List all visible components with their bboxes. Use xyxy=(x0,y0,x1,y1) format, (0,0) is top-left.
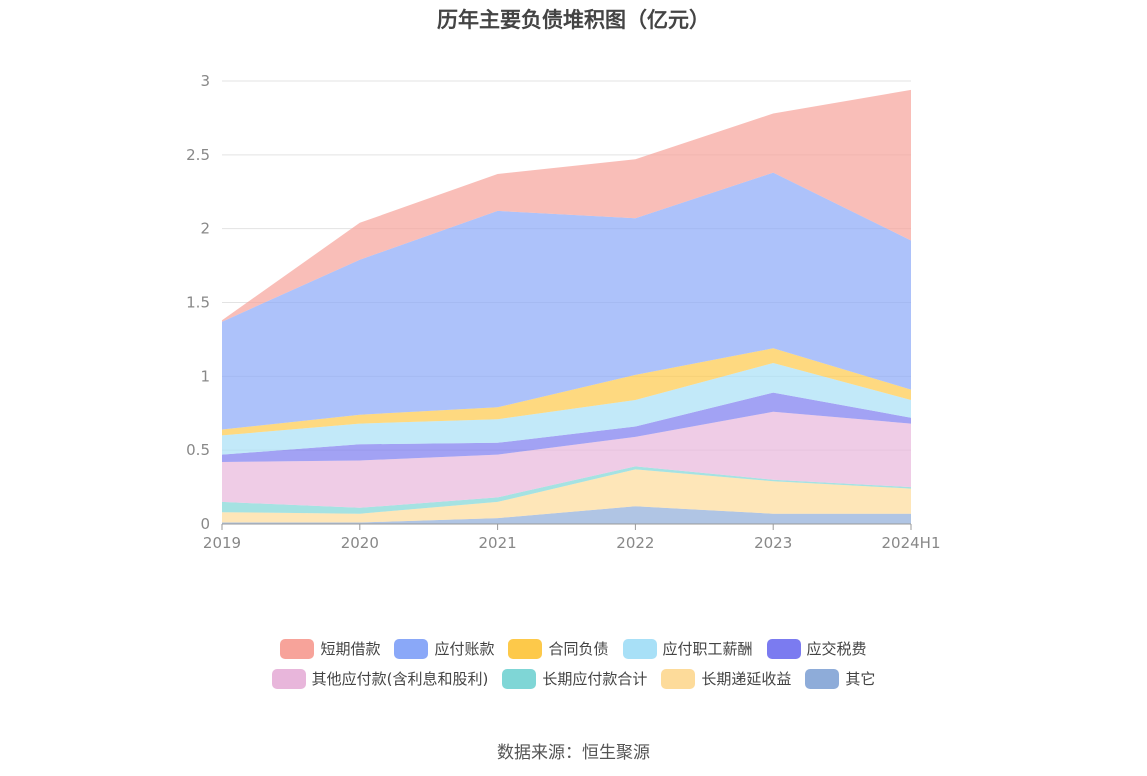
legend-row: 短期借款 应付账款 合同负债 应付职工薪酬 应交税费 xyxy=(0,638,1147,659)
legend-swatch xyxy=(502,668,537,689)
legend-label: 应付职工薪酬 xyxy=(662,640,753,658)
area-合同负债[interactable] xyxy=(222,348,911,436)
area-series xyxy=(222,89,911,524)
legend-item[interactable]: 其它 xyxy=(805,668,875,689)
area-短期借款[interactable] xyxy=(222,89,911,322)
legend-swatch xyxy=(280,638,315,659)
y-tick-label: 0.5 xyxy=(186,441,210,459)
legend-swatch xyxy=(508,638,543,659)
legend-swatch xyxy=(805,668,840,689)
legend-item[interactable]: 应付账款 xyxy=(394,638,494,659)
legend-swatch xyxy=(766,638,801,659)
legend-row: 其他应付款(含利息和股利) 长期应付款合计 长期递延收益 其它 xyxy=(0,668,1147,689)
legend-item[interactable]: 应交税费 xyxy=(766,638,867,659)
x-tick-label: 2022 xyxy=(616,534,654,552)
chart-title: 历年主要负债堆积图（亿元） xyxy=(437,8,710,32)
legend-label: 应交税费 xyxy=(806,640,867,658)
x-tick-label: 2019 xyxy=(203,534,241,552)
legend-item[interactable]: 应付职工薪酬 xyxy=(622,638,753,659)
axes: 0 0.5 1 1.5 2 2.5 3 2019 2020 2021 2022 2023 2024H1 xyxy=(186,72,940,552)
y-tick-label: 1.5 xyxy=(186,294,210,312)
legend-label: 应付账款 xyxy=(434,640,495,658)
legend-item[interactable]: 长期递延收益 xyxy=(661,668,791,689)
legend-label: 长期应付款合计 xyxy=(542,670,648,688)
y-tick-label: 0 xyxy=(200,515,210,533)
legend-label: 其他应付款(含利息和股利) xyxy=(311,670,489,688)
area-长期应付款合计[interactable] xyxy=(222,466,911,514)
legend-label: 其它 xyxy=(845,670,876,688)
x-tick-label: 2021 xyxy=(479,534,517,552)
data-source: 数据来源：恒生聚源 xyxy=(497,743,650,763)
y-tick-label: 1 xyxy=(200,367,210,385)
legend-label: 合同负债 xyxy=(548,640,609,658)
area-长期递延收益[interactable] xyxy=(222,469,911,523)
legend-label: 长期递延收益 xyxy=(701,670,792,688)
legend-item[interactable]: 其他应付款(含利息和股利) xyxy=(271,668,489,689)
y-tick-label: 2.5 xyxy=(186,146,210,164)
legend-swatch xyxy=(661,668,696,689)
area-应付账款[interactable] xyxy=(222,172,911,430)
legend-swatch xyxy=(622,638,657,659)
x-tick-label: 2020 xyxy=(341,534,379,552)
legend: 短期借款 应付账款 合同负债 应付职工薪酬 应交税费其他应付款(含利息和股利) 长期应付款… xyxy=(0,638,1147,698)
x-tick-label: 2024H1 xyxy=(882,534,941,552)
y-tick-label: 2 xyxy=(200,220,210,238)
legend-swatch xyxy=(394,638,429,659)
x-tick-label: 2023 xyxy=(754,534,792,552)
legend-swatch xyxy=(271,668,306,689)
area-其他应付款(含利息和股利)[interactable] xyxy=(222,411,911,508)
stacked-area-chart: 0 0.5 1 1.5 2 2.5 3 2019 2020 2021 2022 2023 2024H1 xyxy=(186,72,940,552)
area-应交税费[interactable] xyxy=(222,392,911,462)
legend-item[interactable]: 长期应付款合计 xyxy=(502,668,647,689)
legend-label: 短期借款 xyxy=(320,640,381,658)
area-其它[interactable] xyxy=(222,506,911,524)
y-tick-label: 3 xyxy=(200,72,210,90)
area-应付职工薪酬[interactable] xyxy=(222,363,911,455)
legend-item[interactable]: 合同负债 xyxy=(508,638,609,659)
legend-item[interactable]: 短期借款 xyxy=(280,638,380,659)
